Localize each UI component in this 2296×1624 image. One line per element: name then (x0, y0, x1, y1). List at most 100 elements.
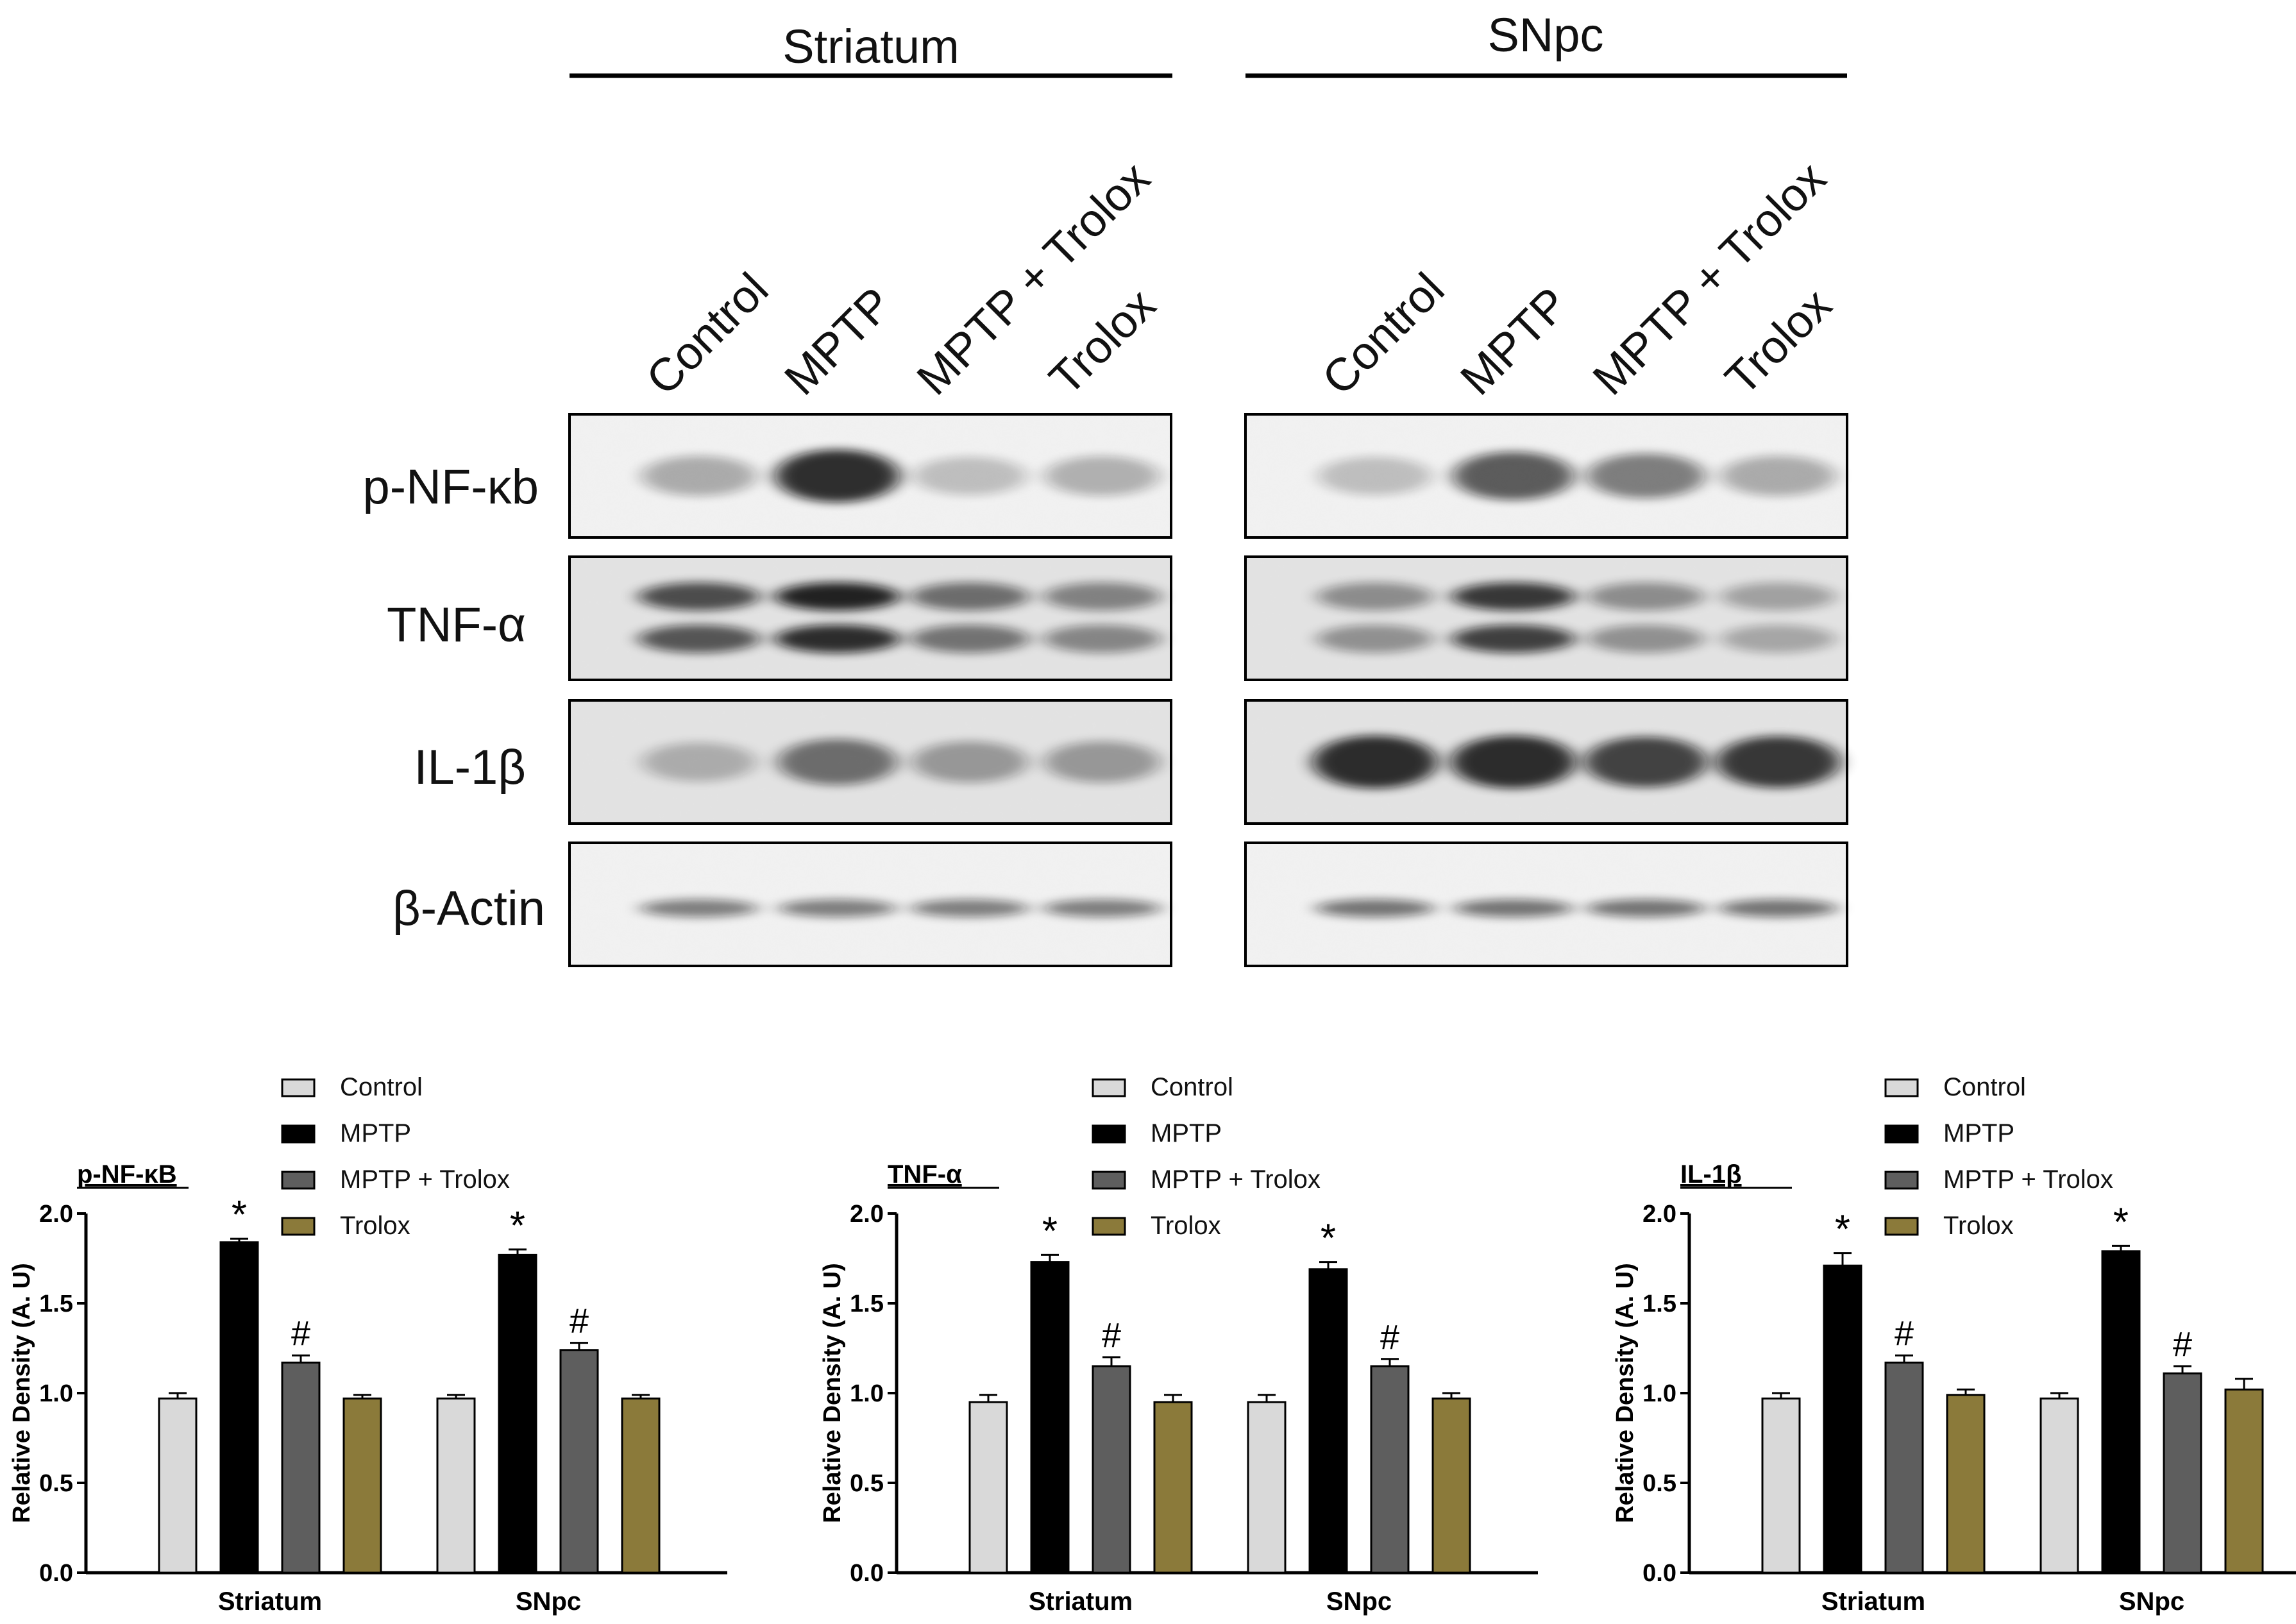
y-tick-label: 2.0 (850, 1201, 884, 1228)
bar (1370, 1365, 1410, 1574)
blot-band (1451, 625, 1575, 653)
lane-label-trolox: Trolox (1040, 279, 1165, 405)
blot-texture (1245, 557, 1847, 680)
blot-band (911, 899, 1029, 917)
legend-label: Control (1151, 1073, 1233, 1101)
legend-swatch (281, 1171, 316, 1190)
significance-star: * (510, 1204, 525, 1248)
significance-hash: # (570, 1302, 589, 1341)
legend-label: MPTP (1151, 1119, 1222, 1147)
blot-band (639, 899, 758, 917)
bar (219, 1241, 259, 1574)
blot-panel (1244, 413, 1848, 539)
legend-swatch (1884, 1217, 1919, 1236)
blot-band (1586, 899, 1705, 917)
x-tick-label: SNpc (516, 1587, 581, 1616)
blot-header-striatum: Striatum (570, 20, 1172, 78)
legend-swatch (1884, 1171, 1919, 1190)
blot-frame (568, 555, 1172, 681)
bar (2224, 1388, 2264, 1574)
blot-band (1453, 452, 1574, 500)
legend-label: MPTP (1943, 1119, 2014, 1147)
bar (2163, 1372, 2202, 1574)
legend-label: Control (340, 1073, 423, 1101)
significance-star: * (1321, 1217, 1336, 1261)
blot-band (1044, 741, 1160, 783)
lane-label-trolox: Trolox (1716, 279, 1841, 405)
legend-swatch (1884, 1124, 1919, 1144)
lane-label-mptp: MPTP (775, 278, 902, 405)
bar (621, 1397, 661, 1574)
y-axis-label: Relative Density (A. U) (819, 1263, 846, 1523)
legend-swatch (281, 1078, 316, 1097)
blot-band (1313, 735, 1437, 789)
y-axis-label: Relative Density (A. U) (8, 1263, 35, 1523)
blot-texture (570, 557, 1171, 680)
blot-frame (568, 842, 1172, 967)
bar (2039, 1397, 2079, 1574)
x-tick-label: SNpc (1326, 1587, 1392, 1616)
y-axis-label: Relative Density (A. U) (1612, 1263, 1639, 1523)
bar-chart: p-NF-κB Relative Density (A. U) 0.0 0.5 1.0 1… (8, 1073, 727, 1616)
lane-label-control: Control (637, 264, 779, 405)
bar (1431, 1397, 1471, 1574)
blot-frame (1244, 842, 1848, 967)
region-label-striatum: Striatum (782, 20, 959, 73)
protein-label-bactin: β-Actin (393, 881, 545, 936)
significance-hash: # (1895, 1314, 1914, 1353)
bar (436, 1397, 476, 1574)
blot-frame (1244, 555, 1848, 681)
significance-hash: # (1380, 1318, 1399, 1357)
legend-swatch (1092, 1078, 1126, 1097)
blot-band (1318, 457, 1432, 495)
blot-frame (1244, 413, 1848, 539)
x-tick-label: Striatum (1029, 1587, 1133, 1616)
y-tick-label: 1.0 (850, 1380, 884, 1407)
significance-hash: # (2173, 1325, 2192, 1364)
blot-band (775, 625, 900, 653)
bar-charts: p-NF-κB Relative Density (A. U) 0.0 0.5 1.0 1… (8, 1073, 2296, 1616)
blot-band (775, 582, 900, 611)
blot-band (1043, 582, 1161, 611)
blot-band (1721, 625, 1836, 653)
blot-band (1451, 735, 1576, 789)
blot-band (1718, 899, 1838, 917)
bar-chart: TNF-α Relative Density (A. U) 0.0 0.5 1.0 1.5… (819, 1073, 1538, 1616)
y-tick-label: 1.5 (850, 1290, 884, 1317)
chart-title: IL-1β (1680, 1160, 1742, 1188)
legend-label: Trolox (1151, 1212, 1221, 1240)
blot-band (641, 455, 757, 496)
blot-band (1716, 736, 1840, 788)
significance-hash: # (291, 1314, 310, 1353)
y-tick-label: 1.5 (39, 1290, 73, 1317)
blot-frame (568, 413, 1172, 539)
x-tick-label: SNpc (2119, 1587, 2184, 1616)
blot-band (913, 457, 1027, 495)
bar (1247, 1401, 1287, 1574)
bar (1884, 1361, 1924, 1574)
y-tick-label: 1.0 (1642, 1380, 1676, 1407)
blot-band (1043, 899, 1161, 917)
chart-title: p-NF-κB (77, 1160, 177, 1188)
blot-band (910, 625, 1029, 653)
legend-label: MPTP + Trolox (340, 1165, 510, 1194)
y-tick-label: 0.0 (39, 1560, 73, 1587)
protein-labels: p-NF-κb TNF-α IL-1β β-Actin (363, 460, 545, 936)
lane-label-control: Control (1313, 264, 1455, 405)
protein-label-pnfkb: p-NF-κb (363, 460, 539, 514)
y-tick-label: 0.5 (1642, 1470, 1676, 1497)
protein-label-tnfa: TNF-α (387, 598, 526, 652)
significance-star: * (1835, 1208, 1850, 1252)
blot-panel (568, 699, 1172, 825)
chart-title: TNF-α (888, 1160, 962, 1188)
blot-frame (568, 699, 1172, 825)
blot-band (1453, 899, 1573, 917)
y-tick-label: 1.0 (39, 1380, 73, 1407)
significance-hash: # (1102, 1316, 1121, 1355)
legend-swatch (281, 1124, 316, 1144)
lane-label-mptp-trolox: MPTP + Trolox (907, 153, 1160, 405)
blot-band (775, 449, 900, 503)
blot-panel (568, 413, 1172, 539)
bar (1153, 1401, 1193, 1574)
significance-star: * (232, 1193, 247, 1237)
